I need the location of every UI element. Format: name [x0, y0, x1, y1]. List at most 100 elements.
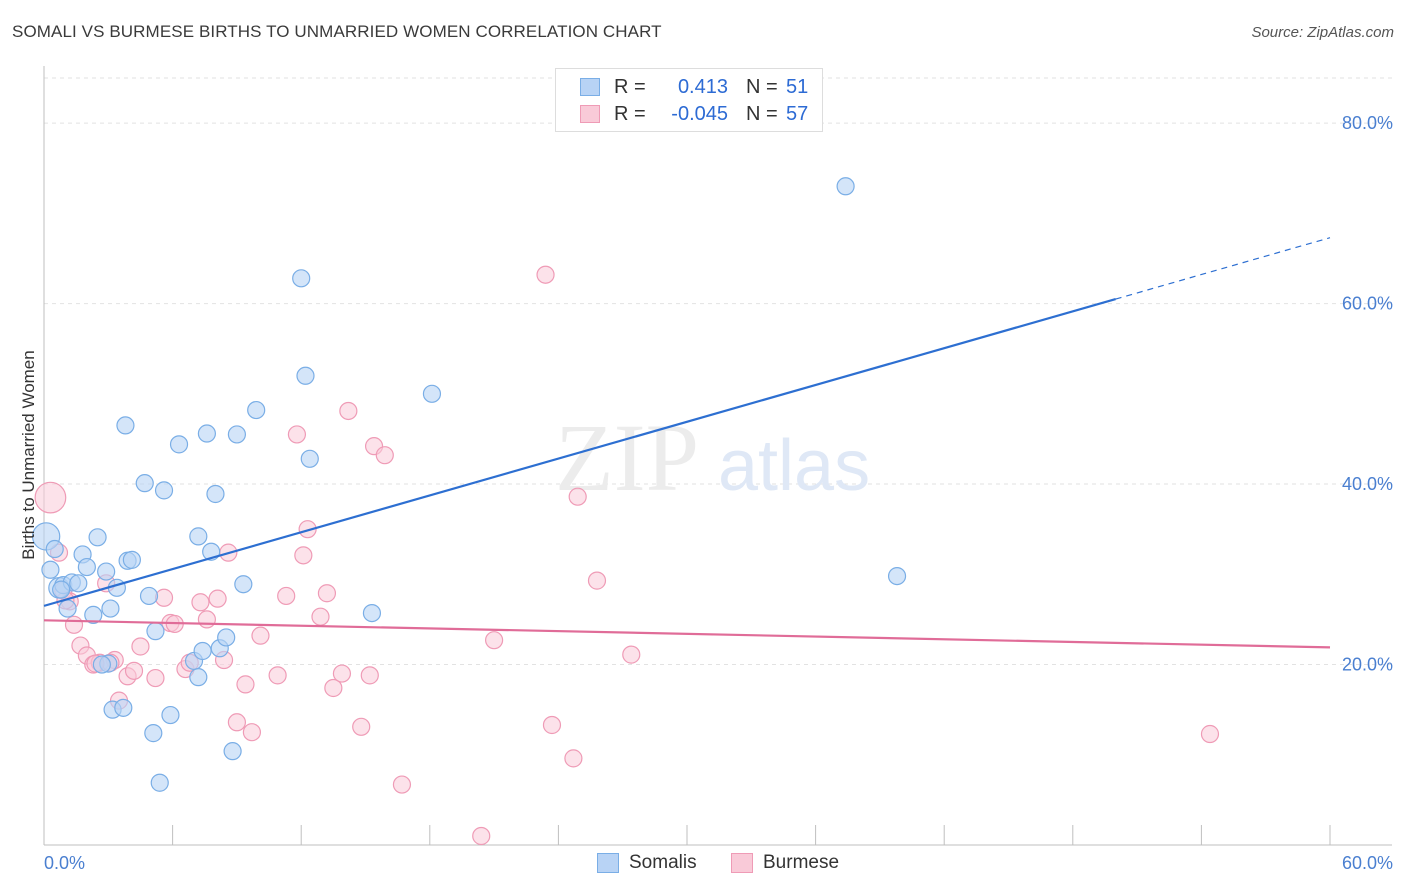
data-point [191, 593, 210, 612]
burmese-legend-label: Burmese [763, 852, 840, 873]
somalis-legend-label: Somalis [629, 852, 697, 873]
data-point [568, 487, 587, 506]
data-point [234, 575, 253, 594]
data-point [114, 698, 133, 717]
burmese-points [34, 265, 1220, 846]
data-point [169, 435, 189, 454]
burmese-swatch [580, 105, 600, 123]
data-point [150, 773, 169, 792]
legend-item-burmese[interactable]: Burmese [731, 852, 839, 874]
somalis-legend-swatch [597, 853, 619, 873]
data-point [208, 589, 227, 608]
trendlines [43, 237, 1331, 649]
legend-row-somalis: R = 0.413 N = 51 [580, 74, 808, 100]
data-point [69, 574, 88, 593]
burmese-trendline [43, 619, 1331, 649]
data-point [146, 622, 165, 641]
source-label: Source: ZipAtlas.com [1251, 24, 1394, 41]
x-tick-label-max: 60.0% [1342, 853, 1393, 873]
somali-points [31, 177, 907, 792]
data-point [189, 527, 208, 546]
data-point [146, 668, 165, 688]
data-point [294, 546, 313, 565]
data-point [236, 675, 255, 694]
data-point [92, 655, 111, 674]
data-point [300, 449, 319, 468]
data-point [339, 401, 358, 421]
data-point [485, 631, 504, 650]
correlation-legend: R = 0.413 N = 51 R = -0.045 N = 57 [555, 68, 823, 132]
data-point [197, 610, 216, 629]
y-tick-label: 20.0% [1342, 655, 1393, 675]
y-tick-label: 40.0% [1342, 474, 1393, 494]
data-point [277, 586, 296, 606]
data-point [161, 705, 180, 725]
data-point [287, 425, 307, 444]
data-point [34, 481, 67, 514]
data-point [101, 599, 120, 618]
data-point [197, 424, 216, 443]
legend-item-somalis[interactable]: Somalis [597, 852, 697, 874]
data-point [375, 446, 394, 465]
y-tick-label: 60.0% [1342, 294, 1393, 314]
x-tick-label-min: 0.0% [44, 853, 85, 873]
y-tick-labels: 20.0% 40.0% 60.0% 80.0% [1342, 113, 1393, 674]
data-point [131, 637, 150, 656]
somalis-trendline-extension [1115, 237, 1331, 300]
r-value: -0.045 [671, 102, 728, 125]
data-point [84, 605, 103, 625]
data-point [41, 560, 60, 579]
data-point [887, 566, 907, 586]
data-point [247, 400, 266, 420]
n-label: N = [746, 75, 778, 98]
data-point [332, 664, 352, 683]
n-label: N = [746, 102, 778, 125]
data-point [360, 666, 379, 685]
legend-row-burmese: R = -0.045 N = 57 [580, 101, 808, 127]
somalis-trendline [43, 298, 1116, 607]
r-label: R = [614, 75, 646, 98]
data-point [422, 384, 442, 403]
watermark-atlas: atlas [718, 426, 870, 506]
data-point [536, 265, 555, 284]
data-point [268, 666, 287, 685]
data-point [292, 269, 311, 288]
data-point [206, 484, 225, 504]
data-point [77, 557, 96, 577]
data-point [622, 645, 641, 664]
data-point [362, 603, 382, 623]
data-point [296, 366, 315, 385]
data-point [298, 520, 317, 539]
series-legend: Somalis Burmese [0, 852, 1406, 878]
data-point [45, 539, 64, 559]
data-point [144, 724, 163, 743]
data-point [251, 626, 270, 645]
data-point [227, 425, 246, 444]
x-tick-labels: 0.0% 60.0% [44, 853, 1393, 873]
data-point [58, 599, 77, 618]
axes [43, 66, 1392, 846]
data-point [154, 588, 174, 607]
somalis-swatch [580, 78, 600, 96]
data-point [542, 715, 562, 735]
data-point [317, 584, 337, 603]
chart-title: SOMALI VS BURMESE BIRTHS TO UNMARRIED WO… [12, 22, 662, 41]
r-label: R = [614, 102, 646, 125]
data-point [135, 474, 154, 493]
data-point [564, 749, 583, 768]
data-point [311, 607, 330, 626]
data-point [836, 177, 855, 196]
data-point [52, 580, 71, 599]
burmese-legend-swatch [731, 853, 753, 873]
data-point [193, 641, 212, 661]
data-point [189, 668, 208, 687]
y-axis-label: Births to Unmarried Women [19, 350, 38, 559]
data-point [88, 528, 107, 547]
y-tick-label: 80.0% [1342, 113, 1393, 133]
r-value: 0.413 [677, 75, 728, 98]
data-point [139, 586, 159, 606]
data-point [352, 717, 371, 736]
data-point [122, 550, 141, 569]
data-point [223, 742, 242, 761]
